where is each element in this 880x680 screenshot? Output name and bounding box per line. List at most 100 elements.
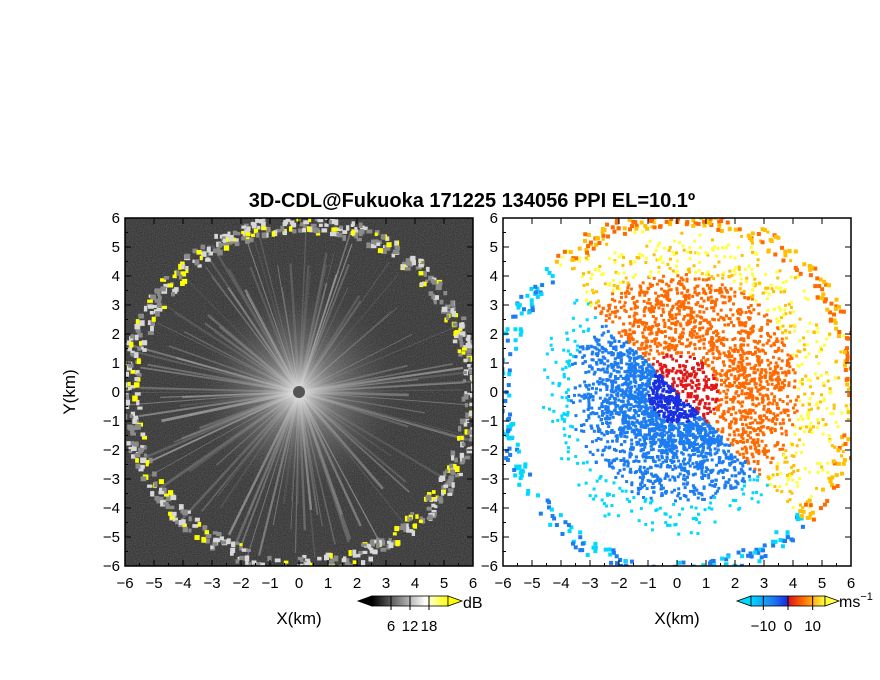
velocity-cell <box>632 376 636 380</box>
velocity-cell <box>776 462 780 466</box>
velocity-cell <box>710 458 714 462</box>
velocity-cell <box>621 263 625 267</box>
velocity-cell <box>766 230 770 234</box>
velocity-cell <box>584 256 588 260</box>
echo-cell <box>467 356 471 362</box>
velocity-cell <box>698 462 702 466</box>
velocity-cell <box>586 329 590 333</box>
velocity-cell <box>765 297 769 301</box>
velocity-cell <box>701 364 705 368</box>
echo-cell <box>125 394 130 400</box>
velocity-cell <box>682 286 686 290</box>
velocity-cell <box>688 409 692 413</box>
velocity-cell <box>650 435 654 439</box>
velocity-cell <box>751 421 755 425</box>
velocity-cell <box>734 411 738 415</box>
velocity-cell <box>673 523 677 527</box>
velocity-cell <box>620 291 624 295</box>
velocity-cell <box>587 414 591 418</box>
velocity-cell <box>768 367 772 371</box>
velocity-cell <box>625 377 629 381</box>
velocity-cell <box>594 306 598 310</box>
velocity-cell <box>595 347 599 351</box>
velocity-cell <box>695 465 699 469</box>
velocity-cell <box>755 355 759 359</box>
echo-cell <box>466 448 473 454</box>
echo-cell <box>156 303 162 308</box>
velocity-cell <box>712 366 716 370</box>
velocity-cell <box>614 377 618 381</box>
echo-cell <box>130 454 137 459</box>
velocity-cell <box>767 407 771 411</box>
velocity-cell <box>634 435 638 439</box>
velocity-cell <box>744 415 748 419</box>
echo-cell <box>255 232 260 238</box>
velocity-cell <box>736 245 740 249</box>
velocity-cell <box>661 310 665 314</box>
velocity-cell <box>667 348 671 352</box>
velocity-cell <box>624 403 628 407</box>
velocity-cell <box>577 483 581 487</box>
velocity-cell <box>641 371 645 375</box>
velocity-cell <box>610 353 614 357</box>
velocity-cell <box>736 458 740 462</box>
velocity-cell <box>745 362 749 366</box>
velocity-cell <box>675 369 679 373</box>
echo-cell <box>438 281 443 286</box>
velocity-cell <box>676 306 680 310</box>
velocity-cell <box>665 419 669 423</box>
velocity-cell <box>805 500 809 504</box>
velocity-cell <box>728 297 732 301</box>
echo-cell <box>134 323 141 330</box>
echo-cell <box>452 339 458 344</box>
echo-cell <box>331 227 338 232</box>
velocity-cell <box>712 277 716 281</box>
velocity-cell <box>758 377 762 381</box>
velocity-cell <box>680 351 684 355</box>
velocity-cell <box>658 428 662 432</box>
velocity-cell <box>597 268 601 272</box>
velocity-cell <box>816 326 820 330</box>
velocity-cell <box>661 418 665 422</box>
velocity-cell <box>848 386 851 390</box>
velocity-cell <box>690 449 694 453</box>
velocity-cell <box>781 371 785 375</box>
velocity-cell <box>734 391 738 395</box>
velocity-cell <box>784 433 788 437</box>
velocity-cell <box>741 464 745 468</box>
velocity-cell <box>686 461 690 465</box>
echo-cell <box>459 322 465 329</box>
velocity-cell <box>692 486 696 490</box>
velocity-cell <box>701 455 705 459</box>
velocity-cell <box>726 388 730 392</box>
velocity-cell <box>652 382 656 386</box>
velocity-cell <box>667 369 671 373</box>
velocity-cell <box>720 398 724 402</box>
velocity-cell <box>742 431 746 435</box>
velocity-cell <box>708 448 712 452</box>
echo-cell <box>444 304 451 310</box>
echo-cell <box>370 244 377 249</box>
velocity-cell <box>718 288 722 292</box>
velocity-cell <box>667 346 671 350</box>
velocity-cell <box>761 394 765 398</box>
velocity-cell <box>773 386 777 390</box>
velocity-cell <box>670 369 674 373</box>
echo-cell <box>358 222 363 229</box>
velocity-cell <box>766 426 770 430</box>
echo-cell <box>392 249 399 255</box>
velocity-cell <box>683 457 687 461</box>
velocity-cell <box>769 361 773 365</box>
velocity-cell <box>737 360 741 364</box>
velocity-cell <box>619 281 623 285</box>
echo-cell <box>463 422 468 427</box>
velocity-cell <box>682 248 686 252</box>
velocity-cell <box>832 406 836 410</box>
velocity-cell <box>645 366 649 370</box>
velocity-cell <box>602 411 606 415</box>
velocity-cell <box>796 275 800 279</box>
velocity-cell <box>672 418 676 422</box>
echo-cell <box>260 562 265 566</box>
velocity-cell <box>603 347 607 351</box>
echo-cell <box>462 379 466 383</box>
